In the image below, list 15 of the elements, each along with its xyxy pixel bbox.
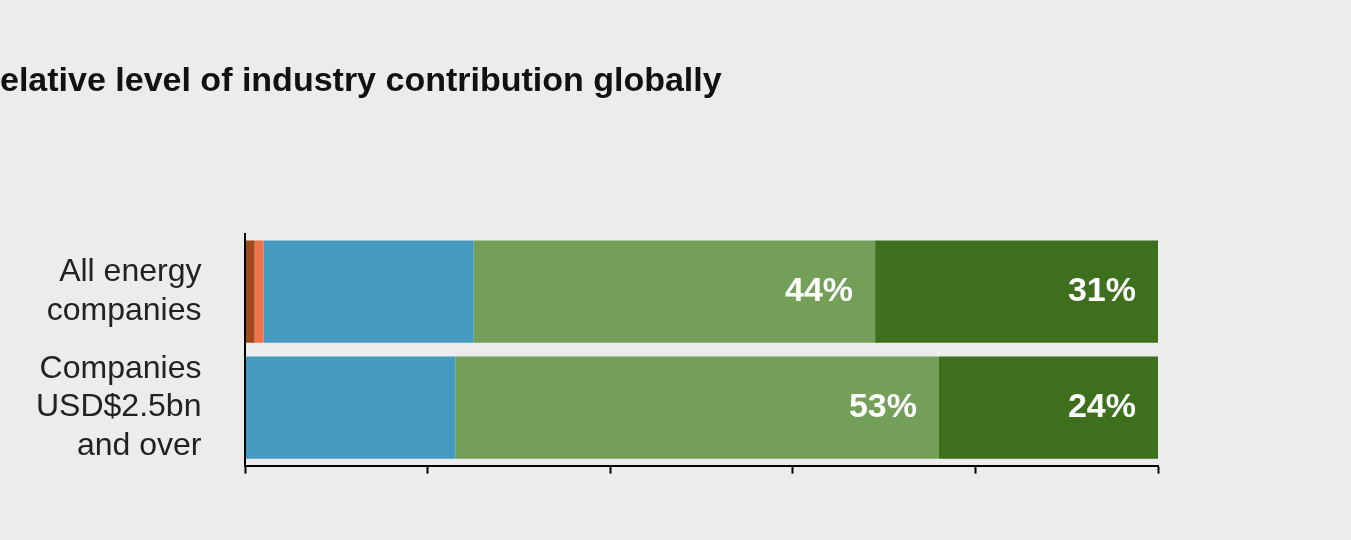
y-tick-label: Companies USD$2.5bn and over: [36, 349, 202, 462]
bar: [254, 240, 264, 343]
data-label: 31%: [1067, 269, 1136, 308]
bar: [245, 356, 456, 459]
chart-title: elative level of industry contribution globally: [0, 60, 722, 99]
bar: [875, 240, 1158, 343]
y-tick-label: All energy companies: [46, 252, 202, 327]
data-label: 44%: [785, 269, 854, 308]
bar: [263, 240, 474, 343]
data-label: 24%: [1067, 385, 1136, 424]
bar: [245, 240, 255, 343]
bar: [473, 240, 876, 343]
data-label: 53%: [848, 385, 917, 424]
bar: [455, 356, 939, 459]
bar: [938, 356, 1158, 459]
